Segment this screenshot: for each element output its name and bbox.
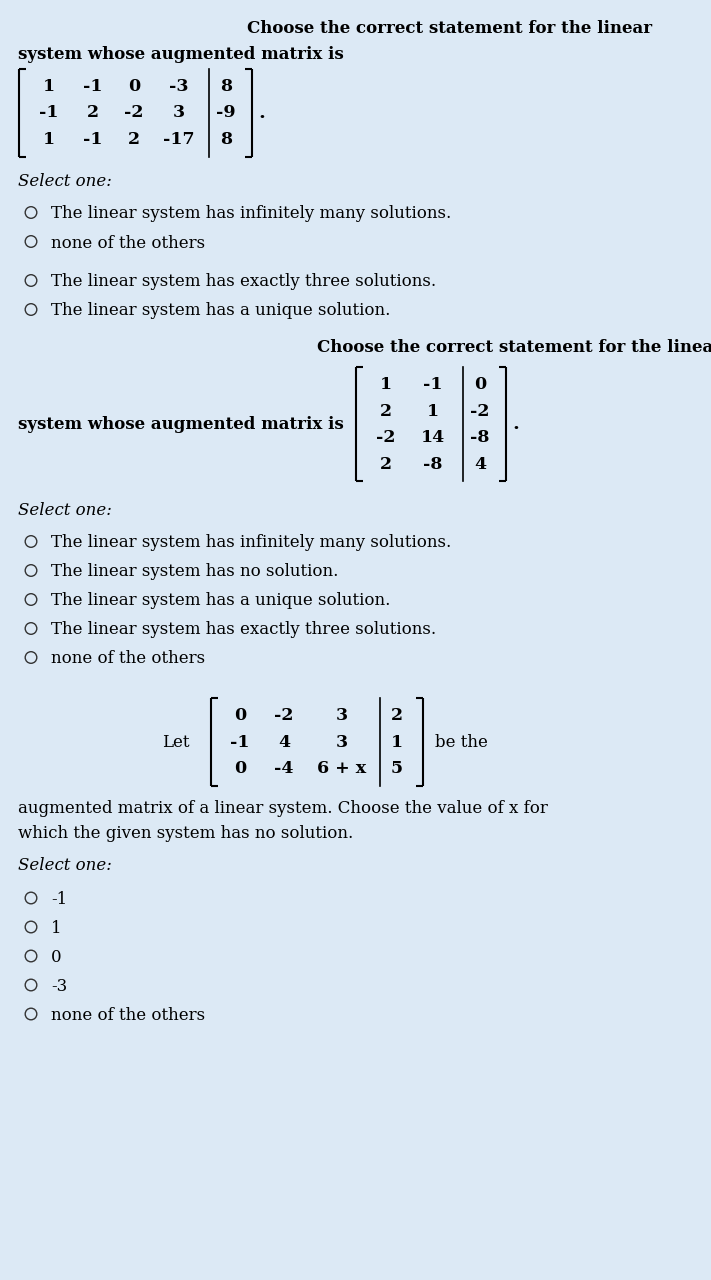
Text: The linear system has a unique solution.: The linear system has a unique solution.: [51, 302, 390, 320]
Text: -3: -3: [51, 978, 68, 995]
Text: 1: 1: [51, 920, 62, 937]
Text: Select one:: Select one:: [18, 858, 112, 874]
Text: 0: 0: [234, 708, 246, 724]
Text: 3: 3: [336, 733, 348, 751]
Text: 2: 2: [391, 708, 403, 724]
Text: 8: 8: [220, 131, 232, 147]
Text: -1: -1: [423, 376, 443, 393]
Text: -1: -1: [230, 733, 250, 751]
Text: -8: -8: [470, 429, 490, 447]
Text: -9: -9: [216, 104, 236, 122]
Text: 1: 1: [427, 403, 439, 420]
Text: none of the others: none of the others: [51, 234, 205, 251]
Text: 0: 0: [234, 760, 246, 777]
Text: 2: 2: [128, 131, 140, 147]
Text: system whose augmented matrix is: system whose augmented matrix is: [18, 46, 343, 63]
Text: 1: 1: [380, 376, 392, 393]
Text: none of the others: none of the others: [51, 1007, 205, 1024]
Text: The linear system has exactly three solutions.: The linear system has exactly three solu…: [51, 622, 436, 639]
Text: be the: be the: [435, 733, 488, 751]
Text: system whose augmented matrix is: system whose augmented matrix is: [18, 416, 343, 433]
Text: 1: 1: [43, 78, 55, 95]
Text: 0: 0: [474, 376, 486, 393]
Text: Choose the correct statement for the linear: Choose the correct statement for the lin…: [247, 20, 653, 37]
Text: The linear system has exactly three solutions.: The linear system has exactly three solu…: [51, 274, 436, 291]
Text: Let: Let: [162, 733, 190, 751]
Text: 3: 3: [173, 104, 185, 122]
Text: The linear system has infinitely many solutions.: The linear system has infinitely many so…: [51, 206, 451, 223]
Text: -2: -2: [124, 104, 144, 122]
Text: none of the others: none of the others: [51, 650, 205, 667]
Text: Choose the correct statement for the linear: Choose the correct statement for the lin…: [317, 339, 711, 357]
Text: The linear system has no solution.: The linear system has no solution.: [51, 563, 338, 581]
Text: 1: 1: [43, 131, 55, 147]
Text: 0: 0: [51, 948, 62, 966]
Text: 4: 4: [474, 456, 486, 472]
Text: -2: -2: [376, 429, 396, 447]
Text: -2: -2: [274, 708, 294, 724]
Text: 5: 5: [391, 760, 403, 777]
Text: 2: 2: [87, 104, 99, 122]
Text: -8: -8: [423, 456, 443, 472]
Text: -1: -1: [82, 78, 102, 95]
Text: -3: -3: [169, 78, 188, 95]
Text: 14: 14: [421, 429, 445, 447]
Text: augmented matrix of a linear system. Choose the value of x for: augmented matrix of a linear system. Cho…: [18, 800, 548, 817]
Text: .: .: [258, 104, 265, 122]
Text: Select one:: Select one:: [18, 173, 112, 189]
Text: which the given system has no solution.: which the given system has no solution.: [18, 826, 353, 842]
Text: Select one:: Select one:: [18, 503, 112, 520]
Text: 4: 4: [278, 733, 290, 751]
Text: 0: 0: [128, 78, 140, 95]
Text: 8: 8: [220, 78, 232, 95]
Text: The linear system has infinitely many solutions.: The linear system has infinitely many so…: [51, 535, 451, 552]
Text: .: .: [512, 416, 519, 434]
Text: 6 + x: 6 + x: [317, 760, 367, 777]
Text: 3: 3: [336, 708, 348, 724]
Text: -17: -17: [164, 131, 195, 147]
Text: 2: 2: [380, 456, 392, 472]
Text: -4: -4: [274, 760, 294, 777]
Text: -1: -1: [82, 131, 102, 147]
Text: -1: -1: [51, 891, 68, 908]
Text: The linear system has a unique solution.: The linear system has a unique solution.: [51, 593, 390, 609]
Text: -1: -1: [39, 104, 59, 122]
Text: -2: -2: [470, 403, 490, 420]
Text: 1: 1: [391, 733, 403, 751]
Text: 2: 2: [380, 403, 392, 420]
